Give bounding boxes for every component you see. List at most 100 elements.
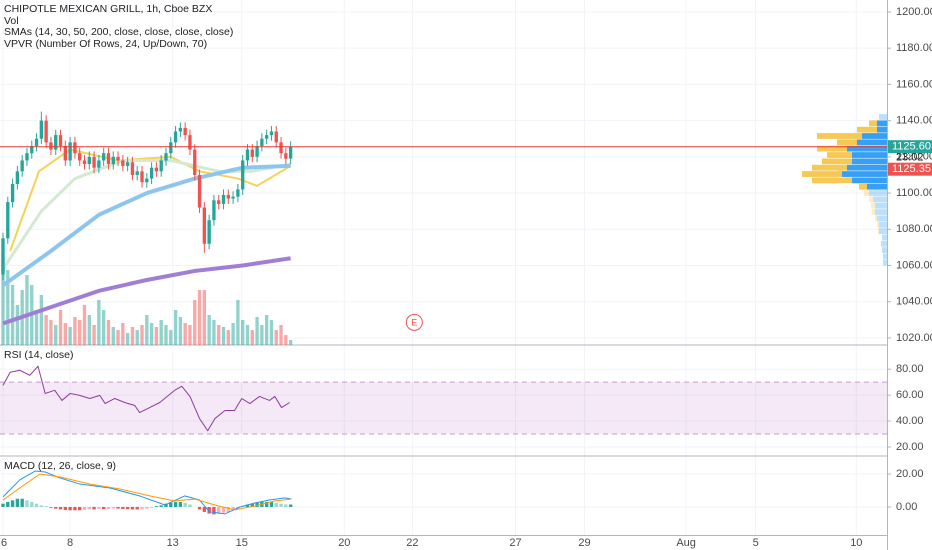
volume-bar bbox=[288, 340, 293, 345]
macd-histogram bbox=[87, 506, 91, 510]
macd-histogram bbox=[264, 502, 269, 507]
vpvr-up bbox=[877, 120, 887, 127]
volume-bar bbox=[130, 327, 135, 345]
candle-body bbox=[1, 238, 5, 275]
macd-histogram bbox=[207, 506, 211, 514]
vpvr-down bbox=[871, 202, 875, 209]
vpvr-up bbox=[857, 139, 887, 146]
candle-body bbox=[269, 131, 274, 136]
volume-bar bbox=[82, 305, 87, 345]
y-tick-label: 1040.00 bbox=[896, 296, 932, 308]
last-price-label: 1125.60 bbox=[892, 141, 931, 153]
candle-body bbox=[231, 196, 235, 199]
candle-body bbox=[279, 142, 283, 154]
y-tick-label: 1160.00 bbox=[896, 78, 932, 90]
macd-histogram bbox=[25, 500, 29, 507]
vpvr-down bbox=[857, 126, 877, 133]
vpvr-down bbox=[859, 183, 867, 190]
candle-body bbox=[135, 171, 139, 175]
candle-body bbox=[78, 153, 82, 161]
macd-legend: MACD (12, 26, close, 9) bbox=[4, 460, 116, 472]
macd-histogram bbox=[288, 504, 293, 507]
sma-line bbox=[1, 158, 291, 270]
candle-body bbox=[188, 135, 192, 150]
volume-bar bbox=[116, 330, 120, 345]
signal-line bbox=[2, 473, 292, 511]
macd-histogram bbox=[68, 506, 72, 511]
vpvr-down bbox=[869, 120, 877, 127]
candle-body bbox=[245, 149, 250, 161]
macd-histogram bbox=[30, 502, 34, 507]
vpvr-down bbox=[817, 145, 847, 152]
vpvr-up bbox=[882, 234, 887, 241]
y-tick-label: 20.00 bbox=[896, 441, 924, 453]
vpvr-up bbox=[875, 202, 887, 209]
candle-body bbox=[236, 189, 240, 197]
candle-body bbox=[140, 171, 144, 183]
macd-histogram bbox=[217, 506, 221, 514]
macd-histogram bbox=[39, 505, 44, 507]
x-tick-label: 8 bbox=[67, 537, 73, 549]
vpvr-down bbox=[872, 209, 875, 215]
macd-histogram bbox=[202, 506, 207, 512]
candle-body bbox=[154, 167, 159, 172]
volume-bar bbox=[188, 325, 192, 345]
candle-body bbox=[169, 142, 173, 154]
candle-body bbox=[15, 171, 20, 184]
candle-body bbox=[149, 167, 154, 179]
candle-body bbox=[97, 160, 101, 168]
y-tick-label: 60.00 bbox=[896, 389, 924, 401]
candle-body bbox=[130, 162, 135, 175]
vpvr-up bbox=[852, 177, 887, 184]
x-tick-label: 6 bbox=[1, 537, 7, 549]
volume-bar bbox=[217, 325, 221, 345]
candle-body bbox=[73, 142, 77, 154]
volume-bar bbox=[269, 320, 274, 345]
vpvr-up bbox=[873, 196, 887, 203]
macd-histogram bbox=[178, 502, 183, 507]
macd-histogram bbox=[250, 503, 254, 507]
macd-histogram bbox=[145, 506, 149, 509]
vpvr-up bbox=[852, 152, 887, 158]
volume-bar bbox=[10, 285, 15, 345]
macd-histogram bbox=[269, 502, 274, 507]
volume-bar bbox=[274, 330, 278, 345]
vpvr-up bbox=[847, 145, 887, 152]
x-tick-label: 13 bbox=[167, 537, 179, 549]
vpvr-down bbox=[827, 152, 852, 158]
volume-bar bbox=[49, 320, 53, 345]
y-tick-label: 80.00 bbox=[896, 363, 924, 375]
vpvr-up bbox=[881, 240, 887, 247]
volume-bar bbox=[68, 327, 72, 345]
volume-bar bbox=[169, 330, 173, 345]
volume-bar bbox=[193, 300, 197, 345]
candle-body bbox=[39, 120, 44, 139]
vpvr-up bbox=[877, 126, 887, 133]
candle-body bbox=[241, 160, 245, 190]
candle-body bbox=[178, 127, 183, 132]
vpvr-up bbox=[877, 215, 887, 222]
candle-body bbox=[82, 160, 87, 165]
vpvr-down bbox=[864, 190, 869, 196]
volume-bar bbox=[54, 325, 58, 345]
volume-bar bbox=[39, 295, 44, 345]
candle-body bbox=[193, 149, 197, 175]
volume-bar bbox=[260, 325, 264, 345]
candle-body bbox=[125, 162, 130, 166]
candle-body bbox=[226, 194, 230, 199]
vpvr-down bbox=[878, 228, 879, 234]
rsi-band bbox=[0, 382, 887, 434]
candle-body bbox=[92, 156, 96, 168]
macd-histogram bbox=[116, 506, 120, 509]
candle-body bbox=[63, 145, 67, 161]
macd-histogram bbox=[279, 503, 283, 507]
macd-histogram bbox=[97, 506, 101, 509]
macd-histogram bbox=[183, 502, 187, 507]
chart-title: CHIPOTLE MEXICAN GRILL, 1h, Cboe BZX bbox=[4, 3, 212, 15]
candle-body bbox=[260, 138, 264, 146]
vpvr-down bbox=[869, 196, 873, 203]
vpvr-down bbox=[822, 158, 852, 165]
candle-body bbox=[44, 120, 48, 143]
candle-body bbox=[250, 149, 254, 157]
macd-histogram bbox=[58, 506, 63, 510]
